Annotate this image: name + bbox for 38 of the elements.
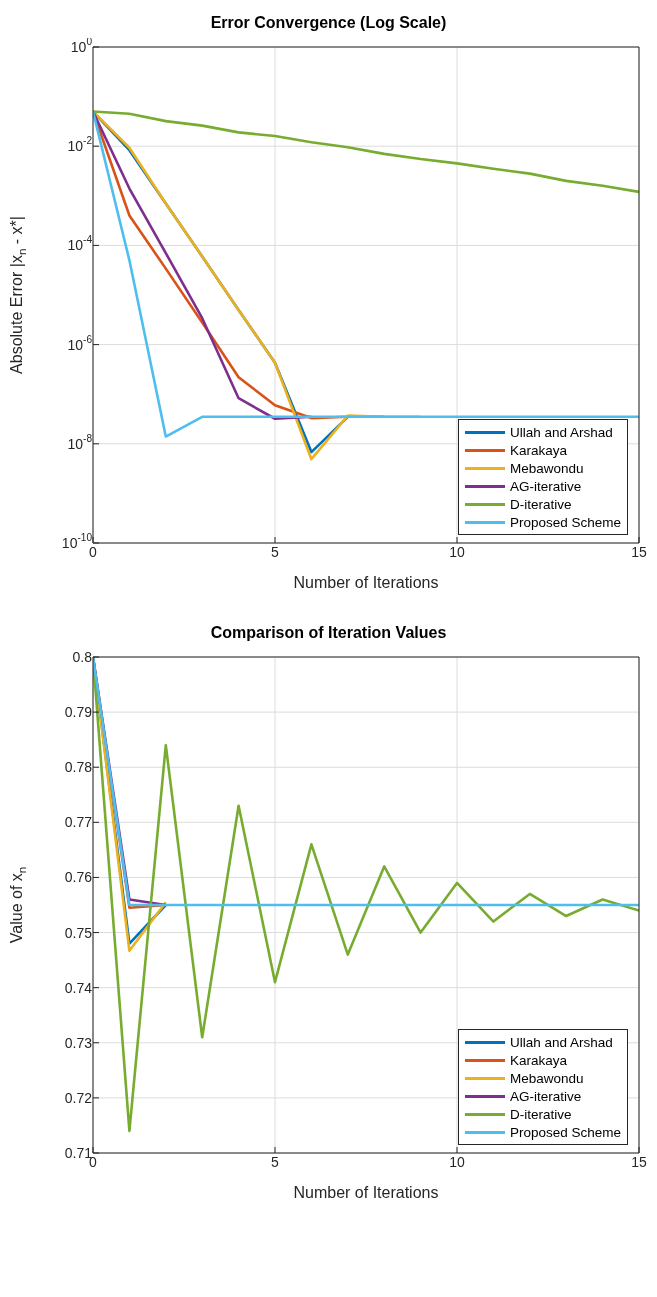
y-tick-label: 0.78: [64, 759, 93, 776]
legend-label: Mebawondu: [509, 1070, 584, 1086]
legend-label: Proposed Scheme: [509, 514, 621, 530]
legend-label: D-iterative: [509, 1106, 572, 1122]
legend-label: Ullah and Arshad: [509, 424, 613, 440]
x-axis-title: Number of Iterations: [293, 1184, 439, 1201]
x-tick-label: 5: [271, 544, 280, 560]
legend-label: Ullah and Arshad: [509, 1034, 613, 1050]
legend-label: D-iterative: [509, 496, 572, 512]
legend-label: AG-iterative: [509, 478, 582, 494]
y-tick-label: 0.76: [64, 869, 93, 886]
y-tick-label: 0.8: [72, 649, 93, 665]
chart-title: Comparison of Iteration Values: [209, 623, 448, 643]
y-tick-label: 10$^{-6}$: [67, 333, 93, 353]
x-tick-label: 0: [89, 1154, 98, 1170]
y-tick-label: 0.79: [64, 704, 93, 721]
legend-label: Mebawondu: [509, 460, 584, 476]
legend-label: Proposed Scheme: [509, 1124, 621, 1140]
y-tick-label: 10$^{-4}$: [67, 234, 93, 254]
y-tick-label: 0.73: [64, 1034, 93, 1051]
y-tick-label: 10$^{0}$: [70, 36, 93, 55]
x-axis-title: Number of Iterations: [293, 574, 439, 591]
legend-label: Karakaya: [509, 442, 567, 458]
x-tick-label: 15: [631, 1154, 647, 1170]
chart-title: Error Convergence (Log Scale): [210, 14, 447, 31]
y-tick-label: 0.77: [64, 814, 93, 831]
x-tick-label: 15: [631, 544, 647, 560]
x-tick-label: 5: [271, 1154, 280, 1170]
legend-label: Karakaya: [509, 1052, 567, 1068]
y-tick-label: 0.72: [64, 1089, 93, 1106]
y-tick-label: 10$^{-8}$: [67, 432, 93, 452]
y-tick-label: 0.74: [64, 979, 93, 996]
y-tick-label: 0.75: [64, 924, 93, 941]
x-tick-label: 0: [89, 544, 98, 560]
legend-label: AG-iterative: [509, 1088, 582, 1104]
x-tick-label: 10: [449, 544, 465, 560]
x-tick-label: 10: [449, 1154, 465, 1170]
y-tick-label: 10$^{-2}$: [67, 135, 93, 155]
